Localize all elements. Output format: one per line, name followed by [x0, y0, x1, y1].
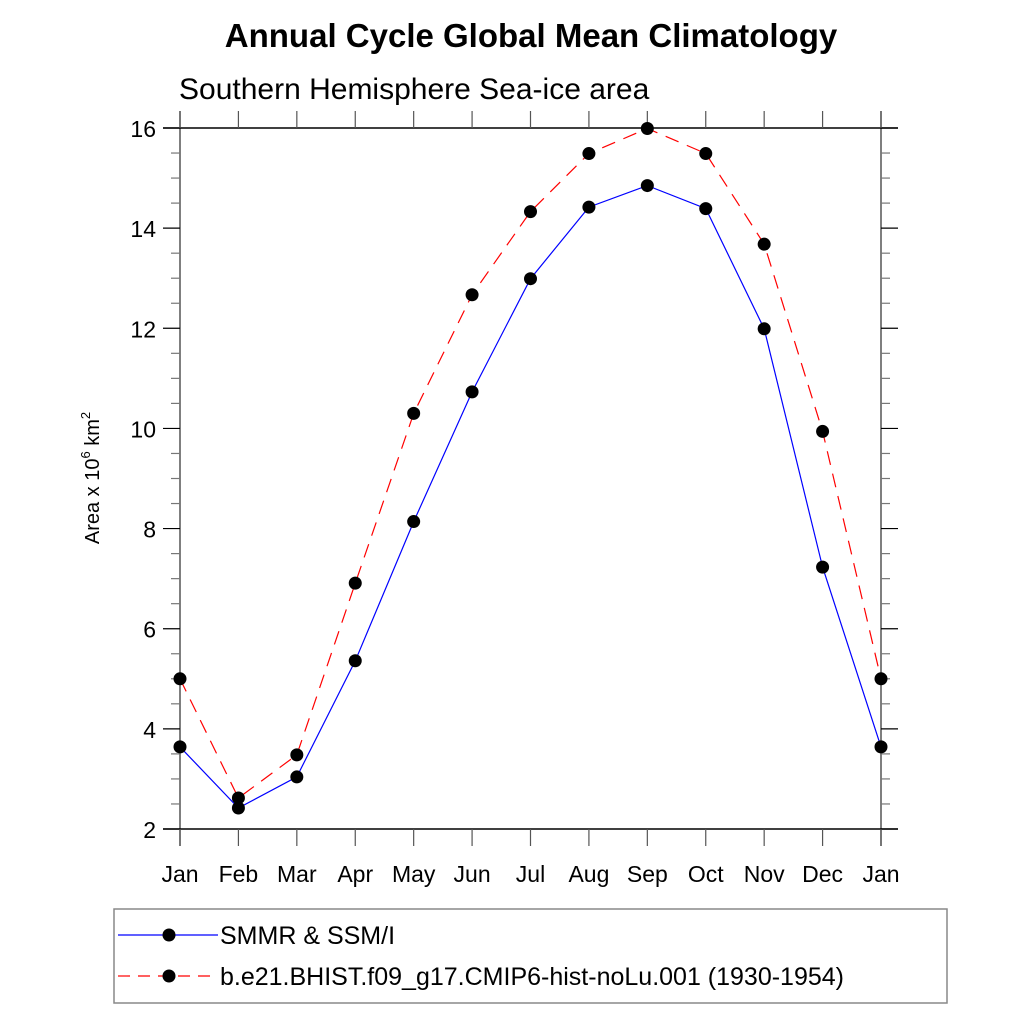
series-0-point	[757, 322, 771, 336]
x-tick-label: Mar	[277, 861, 317, 887]
series-1-point	[816, 424, 830, 438]
y-tick-label: 4	[143, 717, 156, 743]
series-1-point	[407, 406, 421, 420]
legend-label-1: b.e21.BHIST.f09_g17.CMIP6-hist-noLu.001 …	[220, 963, 844, 991]
y-label-base: Area x 10	[82, 459, 104, 545]
y-label-unit-exponent: 2	[78, 412, 93, 419]
series-0-point	[290, 770, 304, 784]
legend-marker-0	[162, 928, 176, 942]
series-1-point	[524, 205, 537, 219]
x-tick-label: Feb	[219, 861, 259, 887]
y-tick-label: 12	[130, 316, 156, 342]
series-1-point	[465, 288, 479, 302]
series-layer	[173, 122, 888, 815]
y-tick-label: 2	[143, 817, 156, 843]
plot-axes	[163, 111, 898, 846]
y-tick-label: 6	[143, 617, 156, 643]
series-1-point	[582, 147, 596, 161]
series-1-point	[173, 672, 187, 686]
series-0-point	[874, 740, 888, 754]
series-0-point	[465, 385, 479, 399]
y-tick-label: 14	[130, 216, 156, 242]
y-axis-label: Area x 106 km2	[78, 412, 104, 544]
y-tick-label: 8	[143, 517, 156, 543]
series-1-point	[348, 576, 362, 590]
x-tick-label: Nov	[744, 861, 785, 887]
y-tick-labels: 2 4 6 8 10 12 14 16	[130, 116, 156, 843]
x-tick-label: May	[392, 861, 436, 887]
series-1-point	[699, 147, 713, 161]
series-0-point	[407, 515, 421, 529]
chart-subtitle: Southern Hemisphere Sea-ice area	[179, 73, 650, 106]
y-tick-label: 16	[130, 116, 156, 142]
series-1-point	[757, 237, 771, 251]
y-label-unit: km	[82, 419, 104, 451]
x-tick-label: Jan	[161, 861, 198, 887]
x-tick-label: Dec	[802, 861, 843, 887]
series-0-point	[640, 179, 654, 193]
legend-label-0: SMMR & SSM/I	[220, 922, 395, 950]
x-tick-label: Sep	[627, 861, 668, 887]
series-0-point	[816, 560, 830, 574]
x-tick-label: Jan	[862, 861, 899, 887]
series-1-point	[290, 748, 304, 762]
chart-title: Annual Cycle Global Mean Climatology	[225, 17, 838, 54]
series-1-point	[874, 672, 888, 686]
series-0-point	[348, 654, 362, 668]
series-0-point	[231, 801, 245, 815]
x-tick-label: Oct	[688, 861, 724, 887]
y-label-exponent: 6	[78, 451, 93, 458]
legend-box	[113, 908, 948, 1004]
x-tick-label: Apr	[337, 861, 373, 887]
x-tick-labels: Jan Feb Mar Apr May Jun Jul Aug Sep Oct Nov Dec Jan	[161, 861, 899, 887]
series-0-point	[524, 272, 537, 286]
series-0-point	[699, 202, 713, 216]
x-tick-label: Jul	[516, 861, 545, 887]
series-0-point	[173, 740, 187, 754]
legend: SMMR & SSM/I b.e21.BHIST.f09_g17.CMIP6-h…	[113, 908, 948, 1004]
x-tick-label: Jun	[454, 861, 491, 887]
series-line-1	[179, 127, 882, 799]
y-tick-label: 10	[130, 416, 156, 442]
legend-marker-1	[162, 969, 176, 983]
x-tick-label: Aug	[568, 861, 609, 887]
series-1-point	[231, 791, 245, 805]
series-1-point	[640, 122, 654, 136]
series-0-point	[582, 200, 596, 214]
